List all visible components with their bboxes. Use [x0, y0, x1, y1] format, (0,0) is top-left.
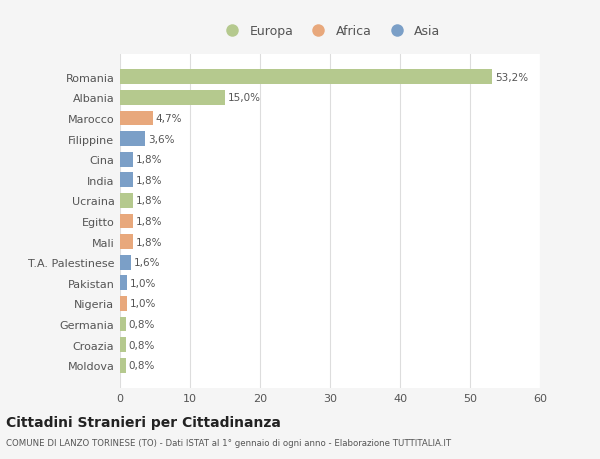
Text: 1,8%: 1,8%: [136, 217, 162, 226]
Bar: [120, 358, 125, 373]
Text: 0,8%: 0,8%: [128, 340, 155, 350]
Text: 3,6%: 3,6%: [148, 134, 175, 144]
Text: Cittadini Stranieri per Cittadinanza: Cittadini Stranieri per Cittadinanza: [6, 415, 281, 429]
Bar: [120, 91, 225, 106]
Bar: [120, 152, 133, 167]
Bar: [120, 70, 493, 85]
Bar: [120, 337, 125, 352]
Text: 0,8%: 0,8%: [128, 319, 155, 329]
Text: COMUNE DI LANZO TORINESE (TO) - Dati ISTAT al 1° gennaio di ogni anno - Elaboraz: COMUNE DI LANZO TORINESE (TO) - Dati IST…: [6, 438, 451, 447]
Bar: [120, 214, 133, 229]
Bar: [120, 276, 127, 291]
Text: 15,0%: 15,0%: [228, 93, 261, 103]
Text: 1,8%: 1,8%: [136, 175, 162, 185]
Bar: [120, 194, 133, 208]
Bar: [120, 173, 133, 188]
Text: 1,0%: 1,0%: [130, 278, 156, 288]
Bar: [120, 317, 125, 331]
Text: 1,0%: 1,0%: [130, 299, 156, 308]
Text: 1,8%: 1,8%: [136, 196, 162, 206]
Bar: [120, 132, 145, 147]
Bar: [120, 235, 133, 249]
Bar: [120, 296, 127, 311]
Bar: [120, 112, 153, 126]
Text: 1,8%: 1,8%: [136, 155, 162, 165]
Legend: Europa, Africa, Asia: Europa, Africa, Asia: [216, 22, 444, 42]
Text: 53,2%: 53,2%: [495, 73, 529, 83]
Text: 4,7%: 4,7%: [156, 114, 182, 123]
Text: 1,6%: 1,6%: [134, 257, 161, 268]
Text: 0,8%: 0,8%: [128, 360, 155, 370]
Text: 1,8%: 1,8%: [136, 237, 162, 247]
Bar: [120, 255, 131, 270]
